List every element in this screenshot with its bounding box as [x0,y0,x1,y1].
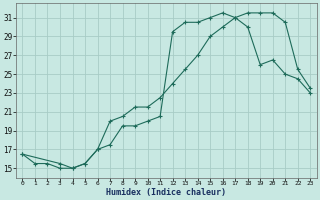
X-axis label: Humidex (Indice chaleur): Humidex (Indice chaleur) [106,188,226,197]
